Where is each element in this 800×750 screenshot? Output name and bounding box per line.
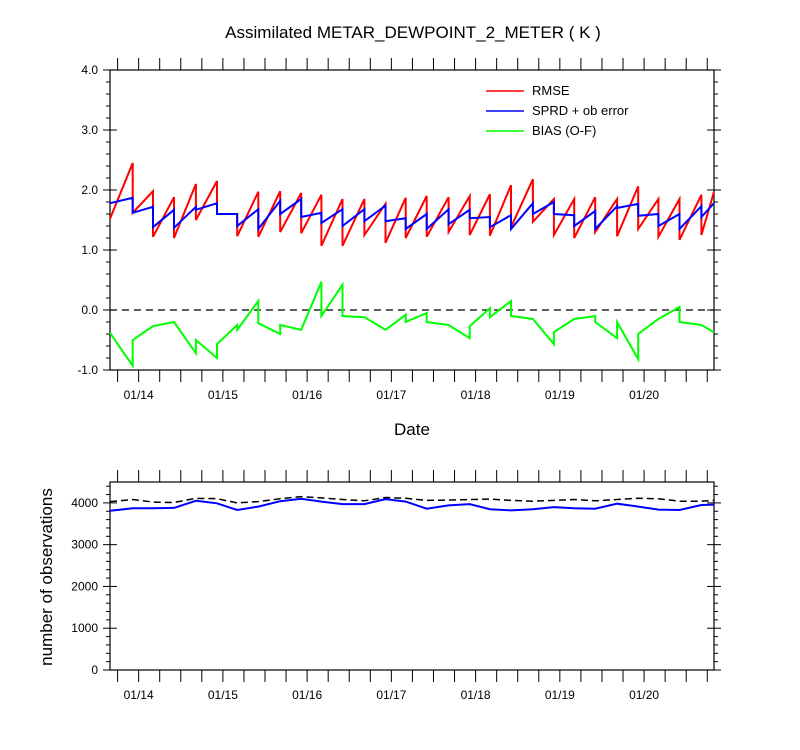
y-tick-label: 0.0 [81,303,98,317]
y-tick-label: 3000 [71,538,98,552]
y-tick-label: 4000 [71,496,98,510]
y-tick-label: 2000 [71,579,98,593]
series-line-1 [109,196,715,232]
x-tick-label: 01/14 [124,388,154,402]
x-tick-label: 01/14 [124,688,154,702]
legend-label-0: RMSE [532,83,570,98]
series-line-2 [109,281,715,370]
y-tick-label: 1000 [71,621,98,635]
series-line-1 [109,497,715,512]
y-tick-label: 1.0 [81,243,98,257]
y-axis-title-observations: number of observations [37,488,56,666]
x-tick-label: 01/18 [461,388,491,402]
bottom-plot: 0 1000 2000 3000 4000 01/14 01/15 01/16 01/17 01/… [71,470,721,702]
x-tick-label: 01/17 [376,688,406,702]
y-tick-label: 0 [91,663,98,677]
plot-frame [109,481,715,671]
x-tick-label: 01/20 [629,688,659,702]
top-plot: -1.0 0.0 1.0 2.0 3.0 4.0 01/14 01/15 01/16 01/17 0… [77,58,721,402]
y-tick-label: -1.0 [77,363,98,377]
x-tick-label: 01/19 [545,688,575,702]
y-tick-label: 4.0 [81,63,98,77]
x-tick-label: 01/17 [376,388,406,402]
series-line-0 [109,162,715,247]
series-line-0 [109,495,715,504]
legend-label-1: SPRD + ob error [532,103,629,118]
x-tick-label: 01/20 [629,388,659,402]
x-tick-label: 01/19 [545,388,575,402]
chart-title: Assimilated METAR_DEWPOINT_2_METER ( K ) [225,23,601,42]
y-tick-label: 3.0 [81,123,98,137]
legend-label-2: BIAS (O-F) [532,123,596,138]
x-tick-label: 01/16 [292,388,322,402]
x-tick-label: 01/15 [208,688,238,702]
x-tick-label: 01/18 [461,688,491,702]
x-tick-label: 01/15 [208,388,238,402]
y-tick-label: 2.0 [81,183,98,197]
x-axis-title: Date [394,420,430,439]
x-tick-label: 01/16 [292,688,322,702]
